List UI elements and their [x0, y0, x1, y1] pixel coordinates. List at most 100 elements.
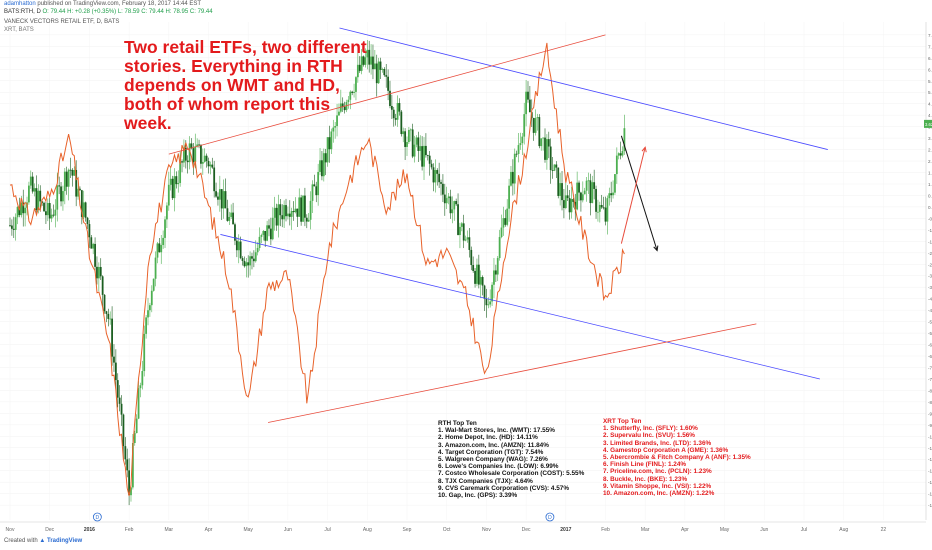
- candle-body: [287, 213, 289, 217]
- tradingview-logo-icon: ▲: [39, 538, 46, 544]
- candle-body: [184, 147, 187, 161]
- candle-body: [426, 155, 429, 156]
- candle-body: [164, 219, 166, 238]
- candle-body: [24, 207, 27, 214]
- candle-body: [200, 144, 202, 164]
- y-tick-label: -10.00%: [928, 434, 932, 439]
- candle-body: [96, 266, 98, 279]
- publish-info: published on TradingView.com, February 1…: [37, 1, 202, 7]
- candle-body: [166, 205, 168, 220]
- x-tick-label: 2017: [560, 527, 571, 533]
- candle-body: [188, 143, 191, 163]
- candle-body: [328, 137, 331, 150]
- candle-body: [254, 252, 257, 262]
- candle-body: [561, 183, 563, 201]
- candle-body: [419, 146, 422, 151]
- list-item: 4. Target Corporation (TGT): 7.54%: [438, 448, 544, 456]
- candle-body: [28, 185, 30, 203]
- candle-body: [407, 129, 410, 143]
- x-tick-label: Jun: [760, 527, 768, 533]
- candle-body: [145, 317, 148, 334]
- candle-body: [319, 160, 321, 172]
- candle-body: [156, 243, 159, 258]
- author-link[interactable]: adamhatton: [4, 1, 36, 7]
- arrow-head-black: [653, 245, 659, 252]
- publish-line: adamhatton published on TradingView.com,…: [4, 1, 201, 7]
- candle-body: [589, 180, 592, 204]
- arrow-head-red: [641, 146, 647, 153]
- candle-body: [451, 209, 454, 214]
- candle-body: [551, 170, 554, 171]
- candle-body: [171, 178, 174, 199]
- dividend-marker-icon: [92, 512, 102, 522]
- y-tick-label: 1.50%: [928, 171, 932, 176]
- candle-body: [130, 487, 132, 496]
- candle-body: [547, 139, 550, 147]
- candle-body: [230, 212, 233, 217]
- candle-body: [183, 147, 185, 163]
- candle-body: [375, 63, 378, 84]
- candle-body: [222, 191, 225, 209]
- candle-body: [317, 171, 320, 196]
- candle-body: [179, 161, 182, 183]
- candle-body: [126, 459, 129, 471]
- candle-body: [511, 171, 514, 184]
- candle-body: [90, 237, 93, 249]
- y-axis: 7.50% 7.00% 6.50% 6.00% 5.50% 5.00% 4.50% 4.00%…: [925, 22, 932, 520]
- y-tick-label: 2.50%: [928, 148, 932, 153]
- y-tick-label: -2.00%: [928, 251, 932, 256]
- y-tick-label: -7.50%: [928, 377, 932, 382]
- candle-body: [18, 206, 21, 216]
- candle-body: [273, 207, 276, 218]
- candle-body: [54, 209, 57, 216]
- candle-body: [472, 265, 475, 271]
- candle-body: [173, 176, 176, 199]
- candle-body: [559, 183, 562, 196]
- candle-body: [487, 304, 490, 306]
- candle-body: [266, 225, 269, 241]
- y-tick-label: 3.00%: [928, 136, 932, 141]
- candle-body: [392, 109, 395, 119]
- legend-xrt[interactable]: XRT, BATS: [4, 27, 34, 33]
- rth-top-ten-box: RTH Top Ten 1. Wal-Mart Stores, Inc. (WM…: [438, 420, 584, 499]
- candle-body: [406, 142, 408, 147]
- legend-rth[interactable]: VANECK VECTORS RETAIL ETF, D, BATS: [4, 19, 120, 25]
- candle-body: [77, 188, 79, 197]
- candle-body: [237, 241, 240, 251]
- symbol-name: BATS:RTH, D: [4, 9, 41, 15]
- candle-body: [409, 129, 412, 131]
- y-tick-label: 0.50%: [928, 193, 932, 198]
- candle-body: [251, 256, 253, 259]
- candle-body: [181, 161, 183, 163]
- candle-body: [264, 230, 267, 241]
- candle-body: [88, 224, 91, 238]
- candle-body: [353, 91, 355, 93]
- candle-body: [82, 202, 85, 217]
- y-tick-label: 6.00%: [928, 67, 932, 72]
- dividend-marker-letter: D: [548, 515, 552, 521]
- candle-body: [62, 191, 64, 202]
- candle-body: [360, 56, 363, 71]
- list-item: 4. Gamestop Corporation A (GME): 1.36%: [603, 446, 729, 454]
- candle-body: [296, 208, 299, 217]
- rth-top-ten-title: RTH Top Ten: [438, 420, 477, 427]
- candle-body: [43, 202, 45, 212]
- candle-body: [215, 191, 217, 197]
- footer-brand[interactable]: TradingView: [46, 538, 83, 544]
- candle-body: [504, 218, 507, 225]
- candle-body: [241, 258, 244, 261]
- candle-body: [37, 190, 40, 211]
- candle-body: [141, 371, 144, 386]
- candle-body: [489, 301, 492, 305]
- xrt-top-ten-box: XRT Top Ten 1. Shutterfly, Inc. (SFLY): …: [603, 418, 751, 497]
- candle-body: [476, 264, 478, 284]
- candle-body: [228, 216, 231, 221]
- list-item: 1. Wal-Mart Stores, Inc. (WMT): 17.55%: [438, 427, 555, 435]
- candle-body: [411, 129, 414, 157]
- y-tick-label: -9.50%: [928, 423, 932, 428]
- candle-body: [281, 215, 284, 220]
- footer-created: Created with: [4, 538, 38, 544]
- candle-body: [285, 205, 287, 217]
